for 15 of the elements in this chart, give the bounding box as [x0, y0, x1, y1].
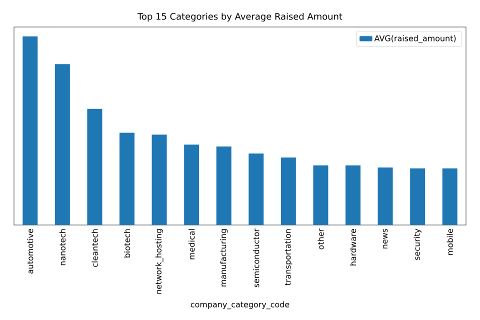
bar	[87, 108, 102, 225]
bar	[216, 146, 232, 225]
bar	[410, 168, 426, 225]
bar	[346, 165, 361, 225]
bar	[280, 157, 296, 225]
bar	[184, 144, 200, 225]
bar	[378, 167, 393, 225]
bar	[442, 168, 458, 225]
bar	[54, 64, 70, 225]
bar	[313, 165, 328, 225]
chart-title: Top 15 Categories by Average Raised Amount	[138, 12, 342, 22]
bar	[22, 36, 38, 225]
bar	[248, 154, 264, 225]
bar	[152, 134, 167, 225]
bar	[120, 132, 134, 225]
